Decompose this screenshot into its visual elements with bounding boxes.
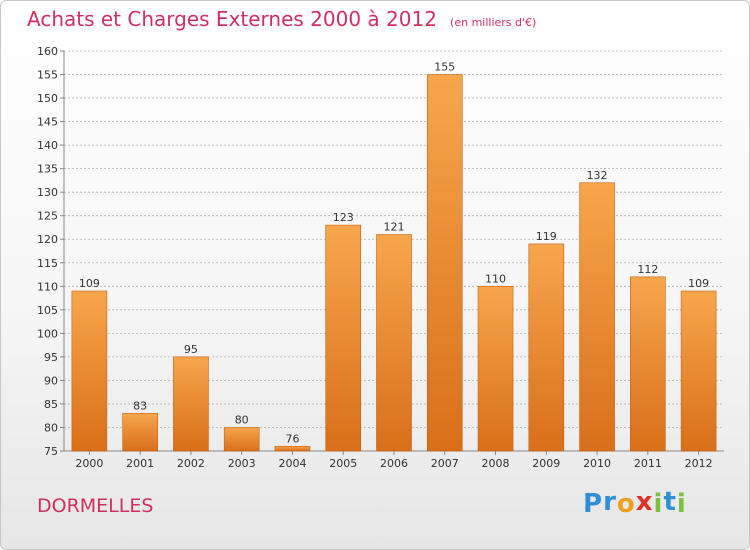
y-tick-label: 95 — [44, 351, 58, 364]
logo-letter: i — [676, 489, 687, 519]
logo-letter: i — [653, 489, 664, 519]
data-label: 123 — [333, 211, 354, 224]
bars — [71, 74, 717, 452]
bar-2003 — [223, 427, 260, 452]
data-label: 95 — [184, 343, 198, 356]
logo-letter: t — [663, 487, 677, 517]
y-tick-label: 145 — [37, 116, 58, 129]
x-tick-label: 2012 — [685, 457, 713, 470]
y-tick-label: 140 — [37, 139, 58, 152]
bar-2008 — [477, 285, 514, 452]
y-tick-label: 150 — [37, 92, 58, 105]
data-label: 121 — [384, 221, 405, 234]
y-tick-label: 160 — [37, 45, 58, 58]
data-label: 80 — [235, 413, 249, 426]
y-tick-label: 130 — [37, 186, 58, 199]
y-tick-label: 135 — [37, 163, 58, 176]
bar-2007 — [426, 74, 463, 452]
bar-2011 — [630, 276, 666, 452]
y-tick-label: 155 — [37, 69, 58, 82]
bar-2009 — [528, 243, 565, 452]
x-tick-label: 2000 — [75, 457, 103, 470]
x-tick-label: 2008 — [482, 457, 510, 470]
y-tick-label: 85 — [44, 398, 58, 411]
y-tick-label: 120 — [37, 233, 58, 246]
x-tick-label: 2011 — [634, 457, 662, 470]
bar-2000 — [71, 290, 108, 452]
data-label: 155 — [434, 61, 455, 74]
logo-letter: r — [603, 487, 617, 517]
x-tick-label: 2007 — [431, 457, 459, 470]
x-tick-label: 2003 — [228, 457, 256, 470]
x-tick-label: 2010 — [583, 457, 611, 470]
bar-2004 — [274, 445, 311, 452]
data-label: 132 — [587, 169, 608, 182]
y-tick-label: 75 — [44, 445, 58, 458]
proxiti-logo: Proxiti — [583, 487, 687, 519]
labels: 75 80 85 90 95 100 105 110 115 120 125 130 135 140 145… — [37, 45, 713, 470]
bar-2005 — [325, 224, 362, 452]
data-label: 76 — [285, 432, 299, 445]
y-tick-label: 125 — [37, 210, 58, 223]
x-tick-label: 2009 — [532, 457, 560, 470]
y-tick-label: 80 — [44, 421, 58, 434]
x-tick-label: 2006 — [380, 457, 408, 470]
data-label: 109 — [79, 277, 100, 290]
y-tick-label: 105 — [37, 304, 58, 317]
bar-2010 — [579, 182, 615, 452]
chart-title: Achats et Charges Externes 2000 à 2012 — [27, 7, 437, 31]
commune-name: DORMELLES — [37, 495, 154, 517]
y-tick-label: 100 — [37, 327, 58, 340]
y-tick-label: 115 — [37, 257, 58, 270]
bar-2002 — [173, 356, 209, 452]
x-tick-label: 2001 — [126, 457, 154, 470]
data-label: 119 — [536, 230, 557, 243]
data-label: 110 — [485, 272, 506, 285]
chart-header: Achats et Charges Externes 2000 à 2012 (… — [27, 7, 536, 31]
bar-2006 — [376, 234, 412, 452]
x-tick-label: 2002 — [177, 457, 205, 470]
chart-subtitle: (en milliers d'€) — [450, 16, 537, 29]
logo-letter: x — [635, 487, 654, 517]
y-tick-label: 110 — [37, 280, 58, 293]
x-tick-label: 2005 — [329, 457, 357, 470]
logo-letter: P — [583, 489, 604, 519]
data-label: 112 — [637, 263, 658, 276]
y-tick-label: 90 — [44, 374, 58, 387]
bar-2001 — [122, 413, 158, 452]
logo-letter: o — [616, 489, 636, 519]
data-label: 109 — [688, 277, 709, 290]
x-tick-label: 2004 — [278, 457, 306, 470]
data-label: 83 — [133, 399, 147, 412]
bar-2012 — [680, 290, 717, 452]
